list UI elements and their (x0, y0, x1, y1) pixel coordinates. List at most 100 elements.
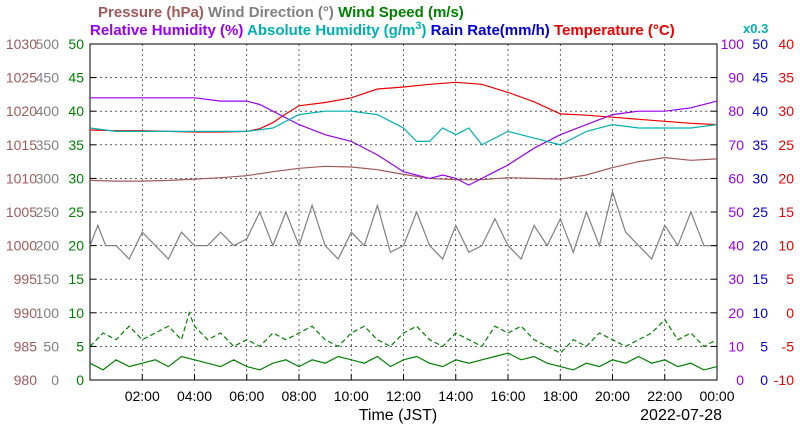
x-tick-label: 22:00 (647, 388, 682, 404)
pressure-tick-label: 1015 (6, 137, 37, 153)
wind-speed-tick-label: 25 (68, 204, 84, 220)
wind-speed-tick-label: 5 (76, 338, 84, 354)
x-tick-label: 18:00 (543, 388, 578, 404)
legend-entry: Wind Direction (°) (204, 4, 334, 21)
relative-humidity-tick-label: 0 (736, 372, 744, 388)
wind-direction-tick-label: 0 (51, 372, 59, 388)
wind-speed-tick-label: 40 (68, 103, 84, 119)
x-tick-label: 16:00 (490, 388, 525, 404)
series-group (89, 81, 718, 371)
relative-humidity-tick-label: 10 (728, 338, 744, 354)
wind-direction-tick-label: 100 (36, 305, 60, 321)
wind-speed-tick-label: 15 (68, 271, 84, 287)
rain-rate-tick-label: 0 (760, 372, 768, 388)
temperature-tick-label: 10 (778, 238, 794, 254)
temperature-tick-label: -10 (774, 372, 794, 388)
temperature-tick-label: 35 (778, 70, 794, 86)
legend-entry: Pressure (hPa) (98, 4, 204, 21)
relative-humidity-tick-label: 30 (728, 271, 744, 287)
wind-speed-tick-label: 20 (68, 238, 84, 254)
legend-entry: Relative Humidity (%) (90, 22, 243, 39)
temperature-tick-label: 25 (778, 137, 794, 153)
series-line (89, 310, 718, 354)
x-tick-label: 08:00 (281, 388, 316, 404)
relative-humidity-tick-label: 40 (728, 238, 744, 254)
series-line (89, 156, 718, 182)
series-line (89, 110, 718, 146)
y-axes: 1030102510201015101010051000995990985980… (6, 36, 794, 388)
temperature-tick-label: 20 (778, 170, 794, 186)
rain-rate-tick-label: 35 (752, 137, 768, 153)
legend-entry: Temperature (°C) (550, 22, 675, 39)
pressure-tick-label: 1025 (6, 70, 37, 86)
wind-speed-tick-label: 30 (68, 170, 84, 186)
relative-humidity-tick-label: 80 (728, 103, 744, 119)
x-tick-label: 14:00 (438, 388, 473, 404)
temperature-tick-label: 0 (786, 305, 794, 321)
pressure-tick-label: 985 (14, 338, 38, 354)
wind-direction-tick-label: 150 (36, 271, 60, 287)
legend-entry: Absolute Humidity (g/m (243, 22, 415, 39)
pressure-tick-label: 990 (14, 305, 38, 321)
wind-direction-tick-label: 450 (36, 70, 60, 86)
wind-direction-tick-label: 50 (43, 338, 59, 354)
date-label: 2022-07-28 (640, 407, 722, 424)
pressure-tick-label: 1020 (6, 103, 37, 119)
legend-entry: Wind Speed (m/s) (334, 4, 464, 21)
legend-row-2: Relative Humidity (%) Absolute Humidity … (90, 20, 675, 39)
relative-humidity-tick-label: 60 (728, 170, 744, 186)
temperature-tick-label: -5 (782, 338, 795, 354)
relative-humidity-tick-label: 100 (721, 36, 745, 52)
x-tick-label: 06:00 (229, 388, 264, 404)
relative-humidity-tick-label: 50 (728, 204, 744, 220)
x-tick-label: 12:00 (386, 388, 421, 404)
wind-direction-tick-label: 200 (36, 238, 60, 254)
series-line (90, 97, 718, 186)
pressure-tick-label: 995 (14, 271, 38, 287)
wind-direction-tick-label: 500 (36, 36, 60, 52)
x-axis-title: Time (JST) (359, 407, 438, 424)
rain-rate-tick-label: 20 (752, 238, 768, 254)
rain-rate-tick-label: 10 (752, 305, 768, 321)
pressure-tick-label: 1005 (6, 204, 37, 220)
multiplier-label: x0.3 (743, 21, 768, 36)
relative-humidity-tick-label: 70 (728, 137, 744, 153)
pressure-tick-label: 1030 (6, 36, 37, 52)
temperature-tick-label: 5 (786, 271, 794, 287)
wind-speed-tick-label: 0 (76, 372, 84, 388)
x-tick-label: 20:00 (595, 388, 630, 404)
relative-humidity-tick-label: 90 (728, 70, 744, 86)
rain-rate-tick-label: 5 (760, 338, 768, 354)
rain-rate-tick-label: 25 (752, 204, 768, 220)
pressure-tick-label: 1000 (6, 238, 37, 254)
wind-direction-tick-label: 350 (36, 137, 60, 153)
wind-direction-tick-label: 400 (36, 103, 60, 119)
x-tick-label: 02:00 (125, 388, 160, 404)
legend: Pressure (hPa) Wind Direction (°) Wind S… (90, 4, 768, 39)
wind-speed-tick-label: 35 (68, 137, 84, 153)
relative-humidity-tick-label: 20 (728, 305, 744, 321)
x-axis: 02:00 04:00 06:00 08:00 10:00 12:00 14:00 16:00… (125, 374, 735, 404)
legend-entry-tail: ) (421, 22, 426, 39)
wind-direction-tick-label: 250 (36, 204, 60, 220)
rain-rate-tick-label: 15 (752, 271, 768, 287)
wind-speed-tick-label: 10 (68, 305, 84, 321)
series-line (89, 189, 717, 261)
temperature-tick-label: 15 (778, 204, 794, 220)
series-line (89, 352, 718, 371)
legend-entry: Rain Rate(mm/h) (426, 22, 549, 39)
x-tick-label: 10:00 (334, 388, 369, 404)
x-tick-label: 00:00 (699, 388, 734, 404)
rain-rate-tick-label: 45 (752, 70, 768, 86)
rain-rate-tick-label: 40 (752, 103, 768, 119)
temperature-tick-label: 40 (778, 36, 794, 52)
rain-rate-tick-label: 50 (752, 36, 768, 52)
pressure-tick-label: 1010 (6, 170, 37, 186)
rain-rate-tick-label: 30 (752, 170, 768, 186)
wind-direction-tick-label: 300 (36, 170, 60, 186)
wind-speed-tick-label: 50 (68, 36, 84, 52)
legend-superscript: 3 (415, 20, 421, 32)
pressure-tick-label: 980 (14, 372, 38, 388)
x-tick-label: 04:00 (177, 388, 212, 404)
